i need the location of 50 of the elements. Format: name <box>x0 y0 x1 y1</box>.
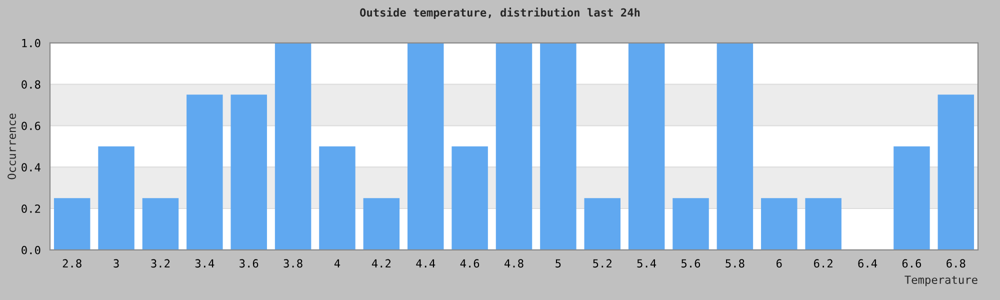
y-axis-title: Occurrence <box>8 114 16 180</box>
bar <box>230 94 267 250</box>
x-tick-label: 3 <box>114 259 119 268</box>
x-tick-label: 6.8 <box>946 259 966 268</box>
x-tick-label: 3.6 <box>240 259 258 268</box>
y-tick-label: 1.0 <box>22 38 40 48</box>
x-tick-label: 6.6 <box>902 259 922 268</box>
bar <box>142 198 179 250</box>
bar <box>894 146 930 250</box>
bar <box>540 42 576 250</box>
bar <box>274 42 312 250</box>
x-tick-label: 3.4 <box>195 259 214 268</box>
x-tick-label: 4.8 <box>504 259 524 268</box>
x-tick-label: 5.6 <box>682 259 700 268</box>
x-tick-label: 6 <box>776 259 782 268</box>
bar <box>98 146 134 250</box>
y-tick-label: 0.8 <box>22 80 40 89</box>
x-tick-label: 4 <box>334 259 340 268</box>
x-tick-label: 3.8 <box>284 259 302 268</box>
bar <box>716 42 754 250</box>
x-tick-label: 5.8 <box>726 259 744 268</box>
bar <box>452 146 488 250</box>
bar <box>186 94 223 250</box>
y-tick-label: 0.0 <box>22 246 40 254</box>
x-tick-label: 4.6 <box>460 259 480 268</box>
bar <box>584 198 620 250</box>
x-tick-label: 4.4 <box>416 259 436 268</box>
x-axis-title: Temperature <box>904 276 978 286</box>
bar <box>408 42 444 250</box>
bar <box>672 198 709 250</box>
bar <box>938 94 974 250</box>
x-tick-label: 5.2 <box>593 259 612 268</box>
x-tick-label: 2.8 <box>62 259 82 268</box>
bar <box>761 198 798 250</box>
bar <box>54 198 90 250</box>
y-tick-label: 0.6 <box>22 122 40 130</box>
x-tick-label: 5.4 <box>637 259 656 268</box>
x-tick-label: 3.2 <box>151 259 170 268</box>
bar <box>805 198 842 250</box>
y-tick-label: 0.4 <box>22 163 40 172</box>
bar <box>628 42 665 250</box>
y-tick-label: 0.2 <box>22 204 40 213</box>
x-tick-label: 5 <box>556 259 561 268</box>
x-tick-label: 6.4 <box>858 259 878 268</box>
x-tick-label: 6.2 <box>814 259 832 268</box>
x-tick-label: 4.2 <box>372 259 391 268</box>
bar <box>319 146 356 250</box>
bar <box>496 42 532 250</box>
chart-title: Outside temperature, distribution last 24h <box>360 8 640 19</box>
bar <box>363 198 400 250</box>
